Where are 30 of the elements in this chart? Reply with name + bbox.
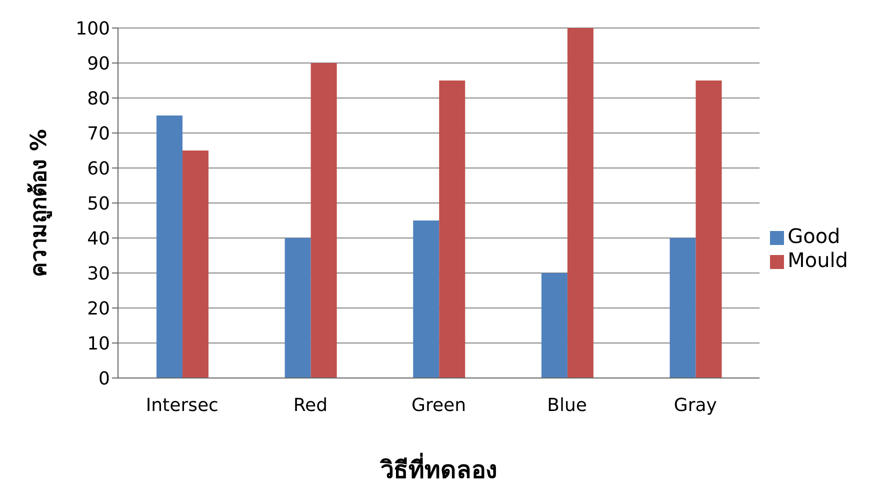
bar [567, 28, 594, 378]
x-tick-label: Intersec [146, 394, 218, 416]
y-tick-label: 10 [87, 333, 110, 354]
bar [541, 273, 568, 378]
bar [413, 220, 440, 378]
x-axis-title: วิธีที่ทดลอง [379, 452, 498, 484]
y-tick-label: 40 [87, 228, 110, 250]
y-tick-label: 0 [98, 368, 110, 390]
y-tick-label: 80 [87, 88, 110, 110]
y-tick-label: 100 [76, 18, 110, 40]
bar [284, 238, 311, 378]
y-tick-label: 50 [87, 193, 110, 214]
legend-label: Good [788, 224, 840, 248]
y-tick-label: 90 [87, 53, 110, 74]
y-tick-label: 20 [87, 298, 110, 320]
y-axis-title: ความถูกต้อง % [26, 129, 53, 277]
bar [156, 116, 182, 378]
legend-label: Mould [788, 248, 848, 272]
x-tick-label: Red [293, 394, 328, 416]
x-tick-label: Gray [674, 394, 718, 416]
bar [182, 150, 208, 378]
x-tick-label: Blue [547, 394, 588, 416]
bar [670, 238, 696, 378]
y-tick-label: 30 [87, 263, 110, 284]
y-tick-label: 60 [87, 158, 110, 180]
y-tick-label: 70 [87, 123, 110, 144]
bar [439, 80, 466, 378]
bar [310, 63, 337, 378]
bar [696, 80, 722, 378]
x-tick-label: Green [412, 394, 466, 416]
